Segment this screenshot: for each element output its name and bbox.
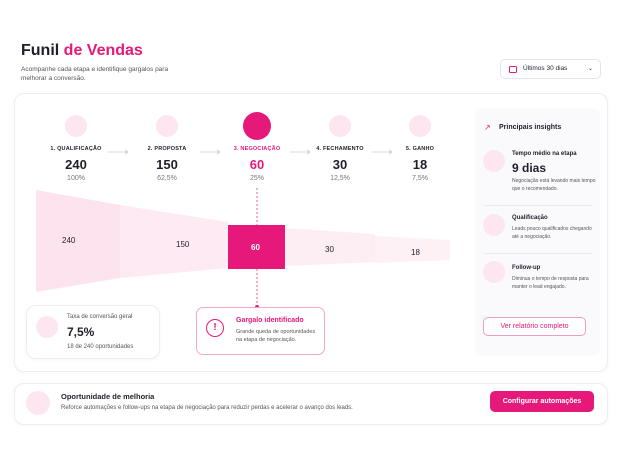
funnel-value: 18 (411, 248, 420, 257)
divider (483, 253, 593, 254)
insights-title: Principais insights (499, 124, 562, 131)
funnel-segment (120, 205, 228, 278)
conversion-label: Taxa de conversão geral (67, 314, 133, 320)
stage-percent: 7,5% (412, 175, 428, 182)
stage-value: 18 (412, 157, 428, 172)
conversion-card: Taxa de conversão geral 7,5% 18 de 240 o… (26, 305, 160, 359)
insight-icon (483, 261, 505, 283)
stage-icon (156, 115, 178, 137)
funnel-segment (36, 190, 120, 292)
chevron: ⌄ (588, 66, 594, 72)
insight-value: 9 dias (512, 161, 547, 175)
funnel-segment-highlight (228, 225, 285, 269)
insight-text: Negociação está levando mais tempo que o… (512, 178, 596, 192)
stage: 2. PROPOSTA 150 62,5% (122, 146, 212, 182)
stage: 5. GANHO 18 7,5% (375, 146, 465, 182)
title-start: Funil (21, 42, 60, 59)
subtitle: Acompanhe cada etapa e identifique garga… (21, 66, 169, 82)
title-accent: de Vendas (63, 42, 143, 59)
stage-icon (65, 115, 87, 137)
target-icon (26, 391, 50, 415)
funnel-value: 60 (251, 243, 260, 252)
conversion-icon (36, 316, 58, 338)
footer-title: Oportunidade de melhoria (61, 392, 155, 401)
insights-icon: ↗ (484, 123, 491, 132)
date-label: Últimos 30 dias (523, 65, 568, 72)
funnel-segment (285, 228, 375, 266)
stage-icon (409, 115, 431, 137)
footer-card[interactable]: Oportunidade de melhoria Reforce automaç… (14, 383, 608, 425)
stage-value: 30 (332, 157, 348, 172)
stage-active: 3. NEGOCIAÇÃO 60 25% (212, 146, 302, 182)
bottleneck-card: ! Gargalo identificado Grande queda de o… (196, 307, 325, 355)
calendar-icon (509, 66, 517, 73)
alert-icon: ! (206, 319, 224, 337)
insight-text: Diminua o tempo de resposta para manter … (512, 276, 589, 290)
report-button[interactable]: Ver relatório completo (483, 317, 586, 336)
stage-label: 5. GANHO (405, 146, 435, 152)
stage-value: 60 (249, 157, 265, 172)
stage-percent: 100% (67, 175, 85, 182)
stage: 1. QUALIFICAÇÃO 240 100% (31, 146, 121, 182)
insight-text: Leads pouco qualificados chegando até a … (512, 226, 592, 240)
insights-panel: ↗ Principais insights Tempo médio na eta… (475, 108, 600, 356)
stage-label: 4. FECHAMENTO (316, 146, 364, 152)
insight-title: Qualificação (512, 215, 548, 221)
insight-icon (483, 150, 505, 172)
conversion-note: 18 de 240 oportunidades (67, 344, 134, 350)
stage: 4. FECHAMENTO 30 12,5% (295, 146, 385, 182)
stage-icon-active (243, 112, 271, 140)
stage-label: 1. QUALIFICAÇÃO (50, 146, 102, 152)
page-title: Funil de Vendas (21, 42, 143, 60)
footer-text: Reforce automações e follow-ups na etapa… (61, 405, 353, 411)
funnel-value: 30 (325, 245, 334, 254)
stage-arrows (108, 149, 393, 155)
stage-icon (329, 115, 351, 137)
stage-label: 3. NEGOCIAÇÃO (233, 146, 281, 152)
stage-label: 2. PROPOSTA (147, 146, 187, 152)
divider (483, 205, 593, 206)
funnel-value: 150 (176, 240, 190, 249)
insight-title: Tempo médio na etapa (512, 151, 577, 157)
bottleneck-title: Gargalo identificado (236, 317, 304, 324)
stage-percent: 62,5% (157, 175, 177, 182)
conversion-value: 7,5% (67, 325, 95, 339)
automation-button[interactable]: Configurar automações (490, 391, 594, 412)
stage-percent: 25% (249, 175, 264, 182)
insight-title: Follow-up (512, 265, 541, 271)
stage-value: 150 (156, 157, 178, 172)
insight-icon (483, 214, 505, 236)
stage-percent: 12,5% (330, 175, 350, 182)
date-filter[interactable]: Últimos 30 dias ⌄ (500, 59, 601, 79)
funnel-segment (375, 236, 450, 263)
bottleneck-text: Grande queda de oportunidades na etapa d… (236, 329, 316, 343)
stage-value: 240 (65, 157, 87, 172)
funnel-value: 240 (62, 236, 76, 245)
